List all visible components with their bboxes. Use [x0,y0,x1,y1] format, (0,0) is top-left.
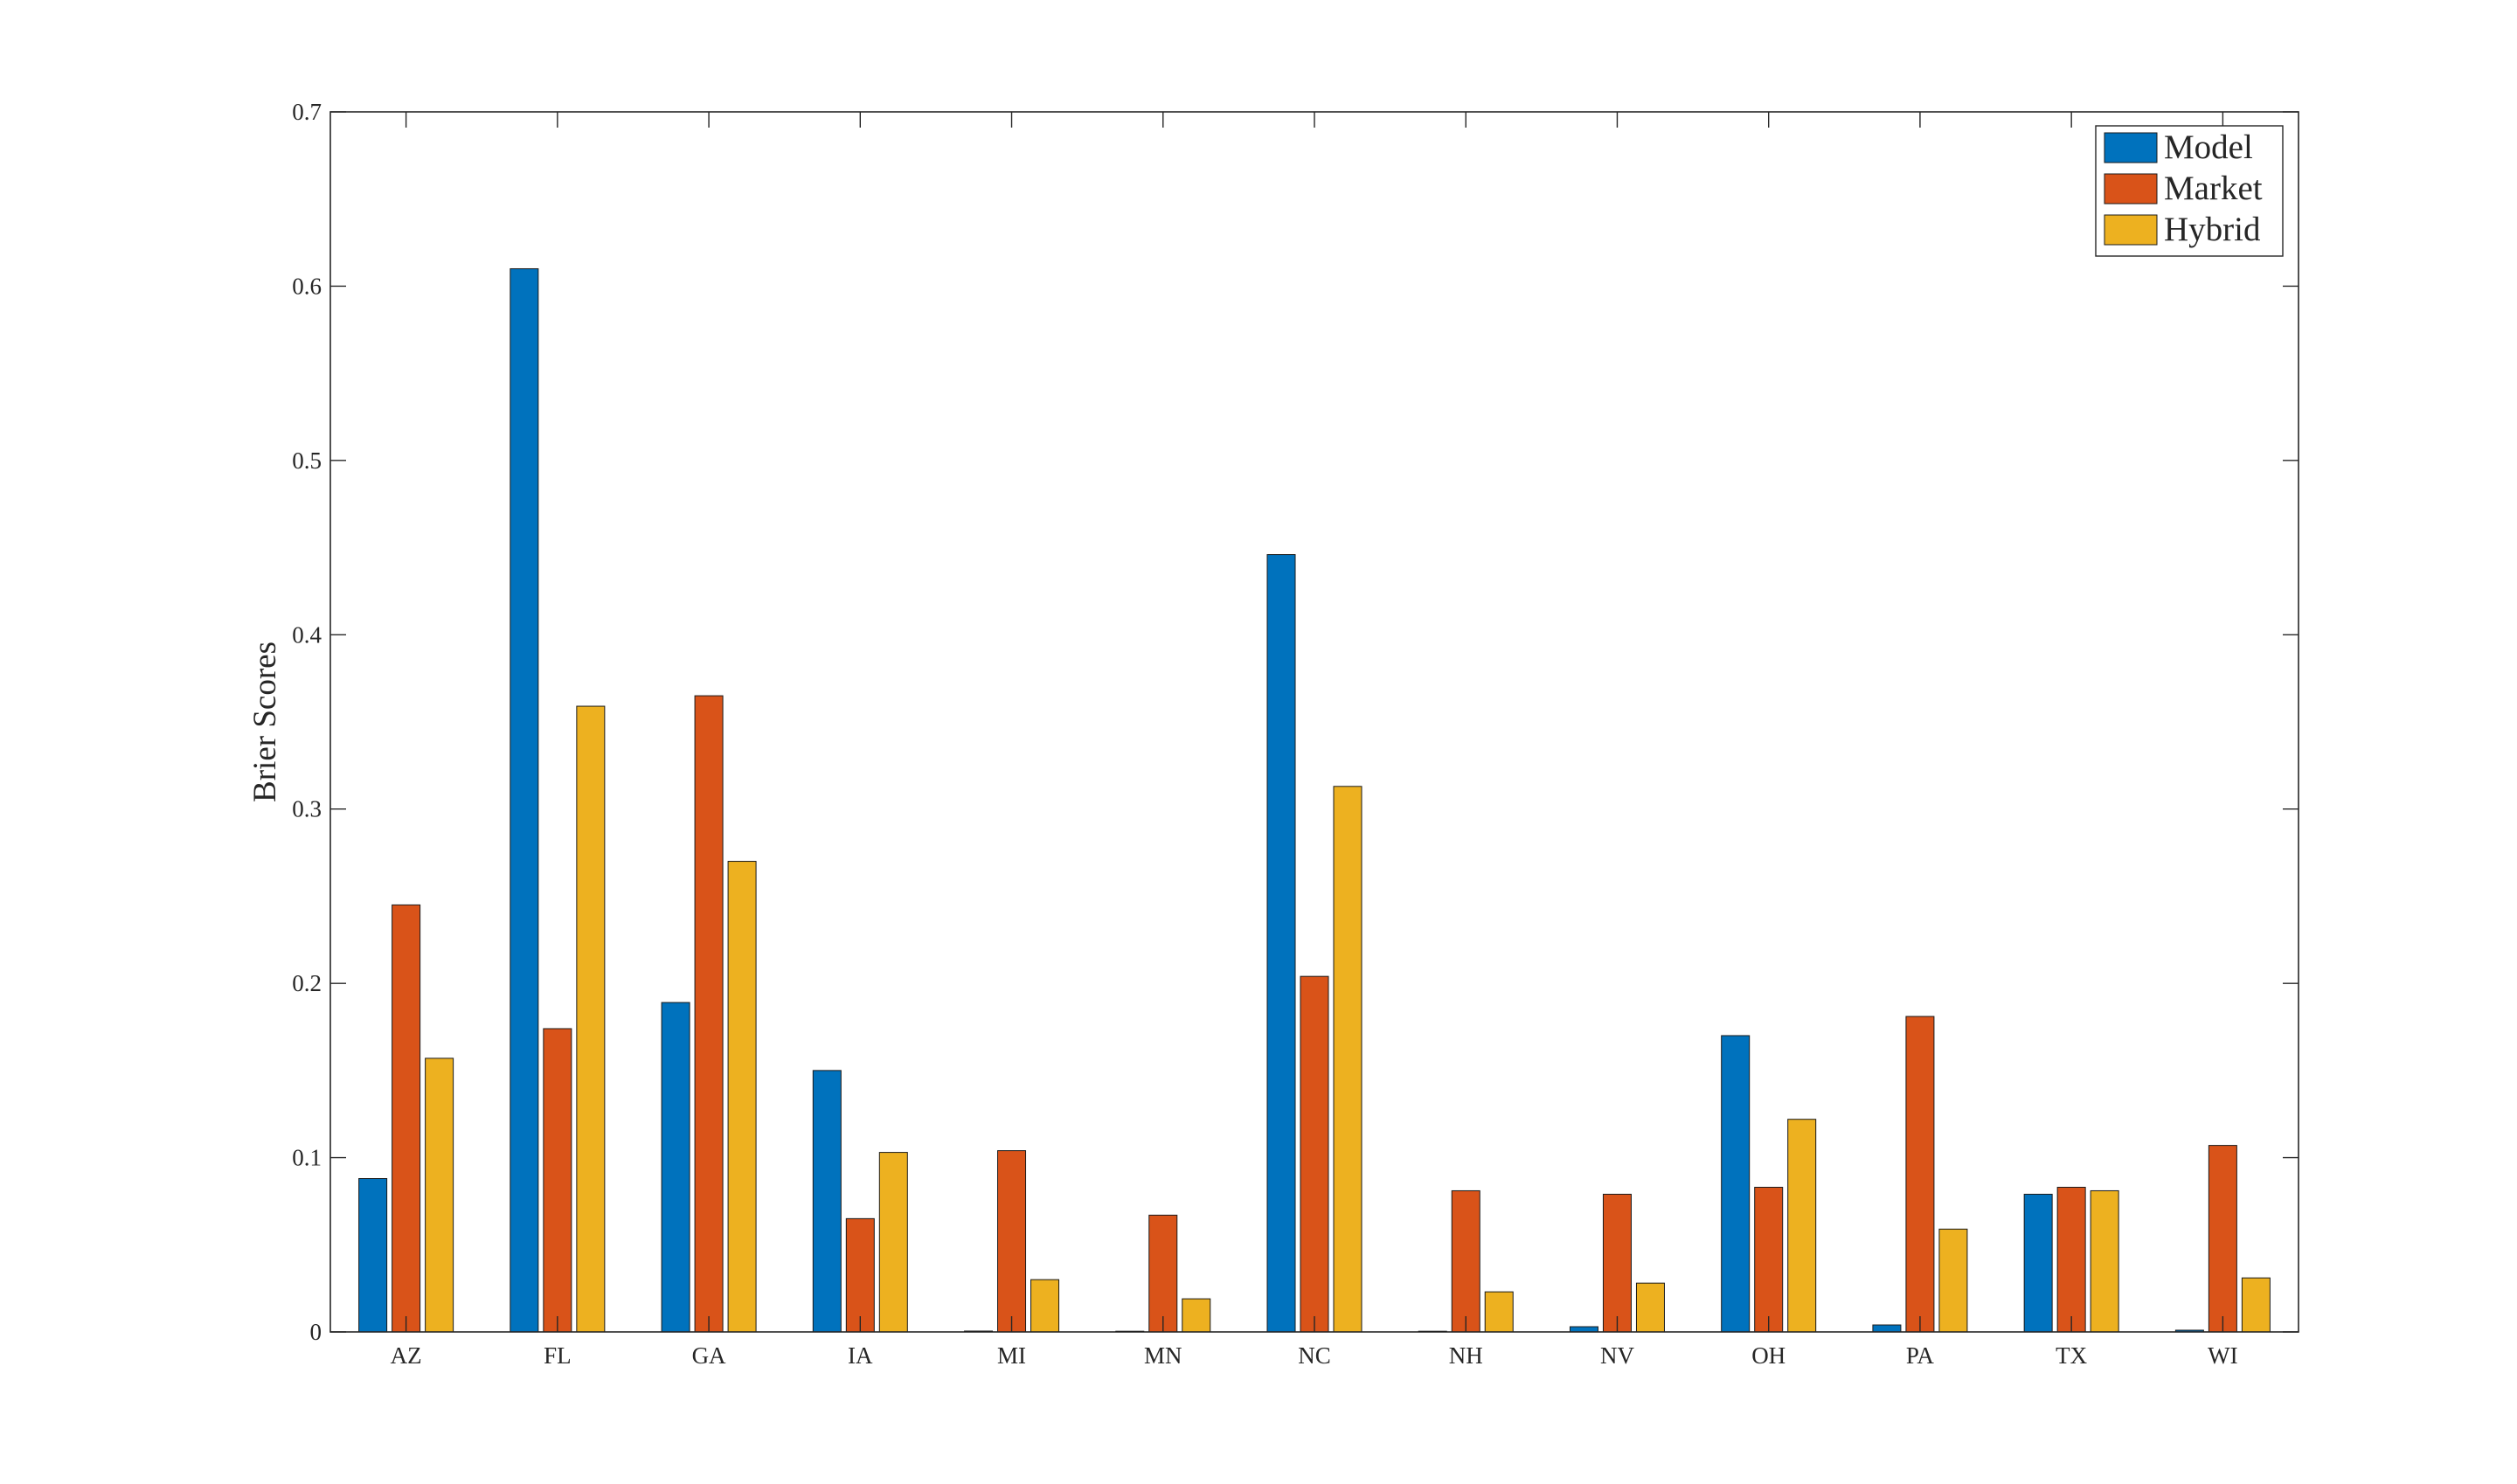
bar-market-fl [543,1028,572,1333]
bar-model-pa [1872,1324,1902,1333]
bar-market-mn [1148,1214,1178,1333]
bar-model-oh [1721,1035,1751,1333]
bar-market-oh [1754,1186,1784,1333]
y-axis-label: Brier Scores [247,641,283,802]
bar-hybrid-nh [1484,1291,1514,1333]
bar-hybrid-az [425,1058,454,1333]
axes-box [329,111,2299,1333]
bar-model-ga [661,1002,690,1333]
bar-market-nc [1300,975,1329,1333]
bar-hybrid-fl [576,705,606,1333]
bar-market-az [392,904,421,1333]
bar-hybrid-tx [2090,1189,2119,1333]
y-tick-labels: 0 0.1 0.2 0.3 0.4 0.5 0.6 0.7 [292,99,322,1345]
legend-label-market: Market [2164,170,2263,207]
x-tick-label: NH [1449,1342,1483,1369]
bar-model-ia [812,1070,842,1333]
x-tick-label: NV [1600,1342,1634,1369]
bar-market-nh [1451,1189,1480,1333]
bar-market-pa [1905,1016,1935,1333]
x-tick-label: FL [544,1342,572,1369]
x-tick-label: GA [692,1342,726,1369]
bar-market-nv [1602,1193,1632,1333]
bar-hybrid-ga [727,861,757,1333]
y-tick-label: 0.7 [292,99,322,125]
bar-hybrid-ia [878,1152,908,1333]
y-tick-label: 0.3 [292,796,322,822]
bar-hybrid-wi [2241,1277,2271,1333]
y-tick-label: 0.2 [292,970,322,996]
bar-hybrid-oh [1787,1119,1817,1333]
bar-hybrid-pa [1938,1228,1968,1333]
x-tick-label: MI [997,1342,1026,1369]
bar-market-ia [845,1217,875,1333]
x-tick-label: PA [1906,1342,1935,1369]
bars-group [358,267,2271,1333]
bar-model-fl [510,267,539,1333]
bar-market-mi [997,1150,1027,1333]
legend-swatch-market [2104,173,2158,205]
y-tick-label: 0.6 [292,273,322,299]
bar-hybrid-nv [1635,1282,1665,1333]
x-tick-label: NC [1298,1342,1331,1369]
x-tick-label: IA [848,1342,873,1369]
y-tick-label: 0.5 [292,447,322,474]
x-tick-labels: AZ FL GA IA MI MN NC NH NV OH PA TX WI [391,1342,2238,1369]
legend-label-hybrid: Hybrid [2164,211,2261,248]
bar-market-ga [694,695,724,1333]
x-tick-label: AZ [391,1342,422,1369]
legend-label-model: Model [2164,128,2253,166]
bar-hybrid-mn [1182,1298,1211,1333]
x-tick-label: MN [1144,1342,1182,1369]
x-tick-label: WI [2208,1342,2237,1369]
bar-hybrid-nc [1333,786,1363,1333]
legend-swatch-hybrid [2104,214,2158,246]
legend: Model Market Hybrid [2095,125,2284,257]
x-tick-label: TX [2056,1342,2087,1369]
bar-market-tx [2056,1186,2086,1333]
x-tick-label: OH [1751,1342,1785,1369]
y-tick-label: 0.1 [292,1145,322,1171]
legend-swatch-model [2104,132,2158,163]
bar-market-wi [2208,1145,2237,1333]
bar-model-nc [1266,554,1296,1333]
bar-model-az [358,1178,388,1333]
y-tick-label: 0 [310,1319,322,1345]
y-tick-label: 0.4 [292,621,322,648]
bar-hybrid-mi [1030,1279,1060,1333]
bar-model-nv [1569,1326,1598,1333]
bar-model-tx [2023,1193,2053,1333]
